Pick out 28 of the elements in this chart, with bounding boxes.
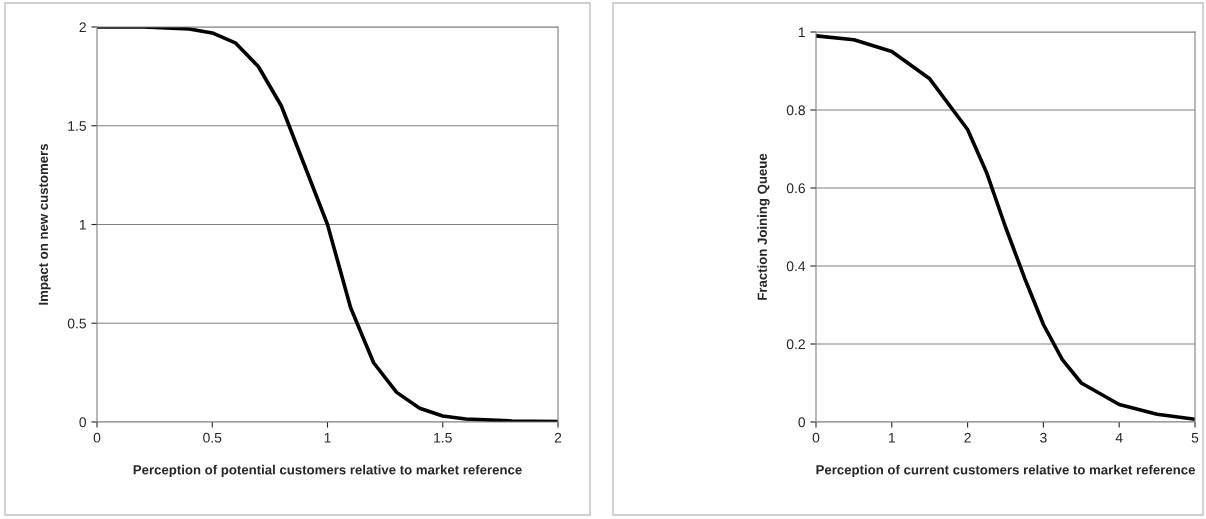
- x-tick-label: 2: [964, 432, 971, 443]
- y-axis-title: Impact on new customers: [38, 144, 51, 305]
- x-tick-label: 0: [812, 432, 820, 443]
- x-tick-label: 2: [554, 432, 562, 443]
- x-tick-label: 1: [324, 432, 331, 443]
- y-tick-label: 1: [79, 219, 86, 230]
- x-tick-label: 3: [1040, 432, 1047, 443]
- line-series: [816, 34, 1195, 422]
- y-tick-label: 0.4: [786, 261, 806, 272]
- x-tick-label: 0: [93, 432, 101, 443]
- y-tick-label: 0.2: [786, 339, 805, 350]
- x-tick-label: 0.5: [203, 432, 222, 443]
- x-tick-label: 1.5: [434, 432, 452, 443]
- x-axis-title: Perception of potential customers relative to market reference: [133, 464, 522, 478]
- x-axis-title: Perception of current customers relative to market reference: [816, 464, 1195, 478]
- x-tick-label: 5: [1191, 432, 1199, 443]
- y-tick-label: 0: [798, 417, 806, 428]
- y-tick-label: 1: [798, 27, 805, 38]
- y-tick-label: 0: [79, 417, 87, 428]
- y-axis-title: Fraction Joining Queue: [757, 153, 770, 300]
- y-tick-label: 1.5: [68, 121, 86, 131]
- x-tick-label: 4: [1115, 432, 1123, 443]
- y-tick-label: 0.8: [786, 105, 805, 116]
- y-tick-label: 2: [79, 22, 86, 33]
- line-series: [97, 27, 558, 422]
- y-tick-label: 0.6: [786, 183, 805, 194]
- y-tick-label: 0.5: [67, 318, 86, 329]
- x-tick-label: 1: [889, 432, 895, 443]
